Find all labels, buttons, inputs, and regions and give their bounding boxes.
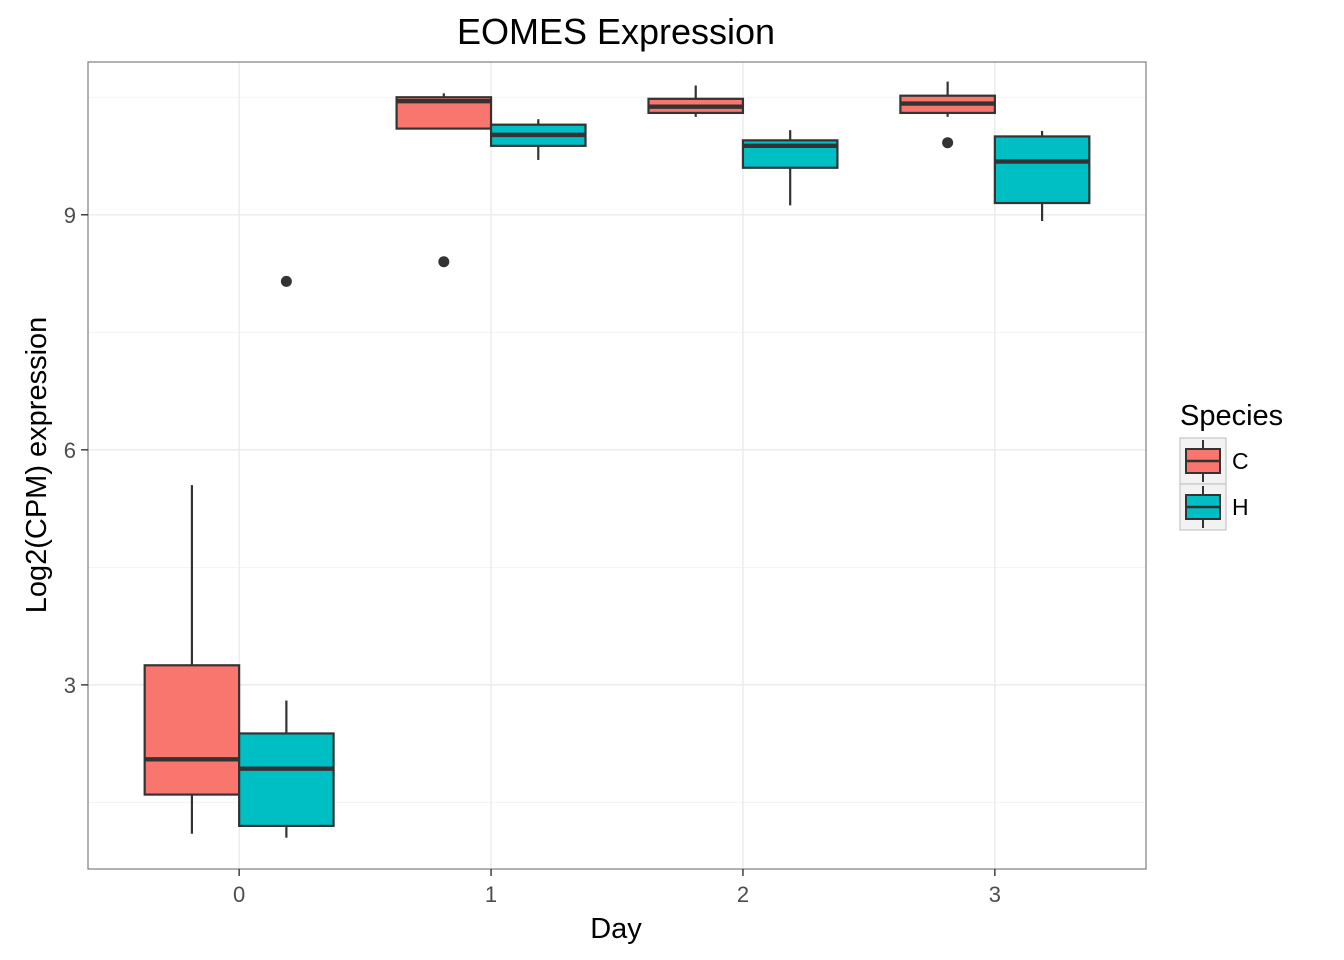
outlier-point	[438, 256, 450, 268]
y-tick-label: 3	[64, 673, 76, 698]
box-C-day-2	[647, 85, 745, 117]
chart-title: EOMES Expression	[457, 11, 775, 52]
plot-border	[87, 61, 1147, 870]
box-H-day-2	[741, 130, 839, 206]
box-C-day-0	[143, 485, 241, 834]
box-C-day-1	[395, 93, 493, 268]
box-iqr	[993, 135, 1091, 205]
y-axis-ticks: 3 6 9	[64, 203, 88, 698]
box-H-day-1	[489, 119, 587, 160]
y-tick-label: 9	[64, 203, 76, 228]
x-tick-label: 3	[989, 882, 1001, 907]
x-axis-ticks: 0 1 2 3	[233, 869, 1001, 907]
legend-key-H: H	[1179, 483, 1249, 531]
outlier-point	[942, 137, 954, 149]
x-tick-label: 1	[485, 882, 497, 907]
box-layer	[143, 81, 1091, 838]
box-iqr	[238, 732, 335, 828]
x-tick-label: 0	[233, 882, 245, 907]
grid-lines	[88, 62, 1146, 869]
y-axis-title: Log2(CPM) expression	[21, 317, 53, 614]
legend-key-C: C	[1179, 437, 1249, 485]
y-tick-label: 6	[64, 438, 76, 463]
legend-label: H	[1232, 494, 1249, 520]
x-tick-label: 2	[737, 882, 749, 907]
box-iqr	[143, 664, 241, 796]
legend: Species CH	[1179, 400, 1283, 531]
box-H-day-0	[238, 275, 335, 838]
x-axis-title: Day	[590, 913, 642, 945]
box-C-day-3	[899, 81, 996, 149]
outlier-point	[280, 275, 292, 287]
box-H-day-3	[993, 130, 1091, 222]
legend-label: C	[1232, 448, 1249, 474]
legend-title: Species	[1180, 400, 1283, 432]
legend-keys: CH	[1179, 437, 1249, 531]
